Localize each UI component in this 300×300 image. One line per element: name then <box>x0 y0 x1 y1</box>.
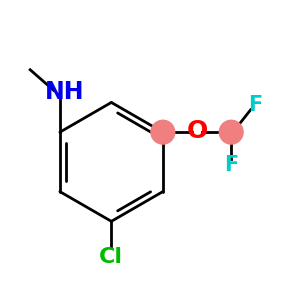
Text: Cl: Cl <box>99 247 123 267</box>
Text: F: F <box>248 95 262 116</box>
Circle shape <box>151 120 175 144</box>
Circle shape <box>219 120 243 144</box>
Text: F: F <box>224 155 238 175</box>
Text: NH: NH <box>45 80 84 104</box>
Text: O: O <box>186 119 208 143</box>
